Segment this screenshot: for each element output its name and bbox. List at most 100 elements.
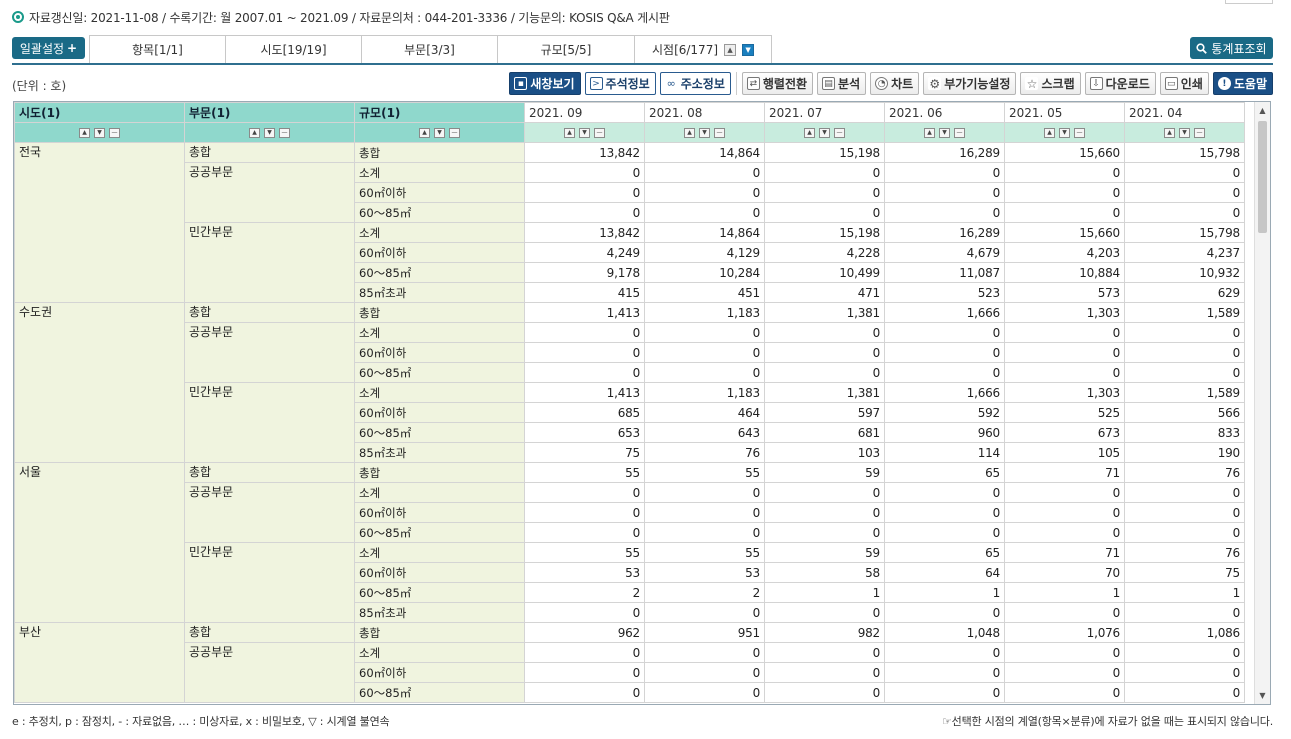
size-cell: 60～85㎡ [354, 582, 525, 603]
sort-controls: ▲ ▼ — [644, 122, 765, 143]
sort-up-icon[interactable]: ▲ [684, 128, 695, 138]
sort-up-icon[interactable]: ▲ [419, 128, 430, 138]
value-cell: 0 [524, 482, 645, 503]
scroll-thumb[interactable] [1258, 121, 1267, 233]
printer-icon: ▭ [1164, 77, 1178, 90]
analysis-label: 분석 [838, 77, 861, 91]
table-row: 60㎡이하 53 53 58 64 70 75 [15, 562, 1245, 583]
info-icon: ! [1217, 77, 1231, 90]
value-cell: 0 [764, 322, 885, 343]
value-cell: 962 [524, 622, 645, 643]
size-cell: 60㎡이하 [354, 242, 525, 263]
sort-down-icon[interactable]: ▼ [939, 128, 950, 138]
download-button[interactable]: ⇩ 다운로드 [1084, 72, 1156, 95]
print-button[interactable]: ▭ 인쇄 [1159, 72, 1209, 95]
sort-up-icon[interactable]: ▲ [804, 128, 815, 138]
header-period[interactable]: 2021. 06 [884, 102, 1005, 123]
value-cell: 0 [644, 342, 765, 363]
value-cell: 2 [644, 582, 765, 603]
value-cell: 0 [644, 602, 765, 623]
collapse-icon[interactable]: — [954, 128, 965, 138]
batch-settings-button[interactable]: 일괄설정 + [12, 37, 85, 59]
value-cell: 2 [524, 582, 645, 603]
search-icon [1196, 42, 1208, 54]
sort-down-icon[interactable]: ▼ [819, 128, 830, 138]
collapse-icon[interactable]: — [594, 128, 605, 138]
scroll-down-icon[interactable]: ▼ [1259, 691, 1266, 700]
value-cell: 0 [1124, 342, 1245, 363]
value-cell: 0 [1004, 602, 1125, 623]
sort-down-icon[interactable]: ▼ [264, 128, 275, 138]
value-cell: 0 [524, 202, 645, 223]
table-row: 85㎡초과 415 451 471 523 573 629 [15, 282, 1245, 303]
stat-table-search-button[interactable]: 통계표조회 [1190, 37, 1273, 59]
extra-settings-button[interactable]: ⚙ 부가기능설정 [923, 72, 1017, 95]
sort-up-icon[interactable]: ▲ [564, 128, 575, 138]
pivot-button[interactable]: ⇄ 행렬전환 [741, 72, 814, 95]
collapse-icon[interactable]: — [714, 128, 725, 138]
caret-up-icon[interactable]: ▲ [724, 43, 737, 56]
sort-down-icon[interactable]: ▼ [1179, 128, 1190, 138]
value-cell: 0 [884, 602, 1005, 623]
collapse-icon[interactable]: — [834, 128, 845, 138]
url-info-button[interactable]: ∞ 주소정보 [659, 72, 731, 95]
tab-period-label: 시점[6/177] [651, 43, 719, 57]
collapse-icon[interactable]: — [279, 128, 290, 138]
sort-up-icon[interactable]: ▲ [1044, 128, 1055, 138]
sort-down-icon[interactable]: ▼ [434, 128, 445, 138]
header-period[interactable]: 2021. 09 [524, 102, 645, 123]
value-cell: 0 [524, 642, 645, 663]
value-cell: 65 [884, 542, 1005, 563]
value-cell: 1,589 [1124, 302, 1245, 323]
header-period[interactable]: 2021. 04 [1124, 102, 1245, 123]
sort-down-icon[interactable]: ▼ [1059, 128, 1070, 138]
header-period[interactable]: 2021. 07 [764, 102, 885, 123]
tab-region[interactable]: 시도[19/19] [226, 36, 362, 63]
new-window-button[interactable]: ▪ 새창보기 [509, 72, 581, 95]
analysis-button[interactable]: ▤ 분석 [817, 72, 867, 95]
value-cell: 0 [524, 502, 645, 523]
sort-up-icon[interactable]: ▲ [249, 128, 260, 138]
vertical-scrollbar[interactable]: ▲ ▼ [1254, 102, 1270, 704]
value-cell: 0 [884, 362, 1005, 383]
collapse-icon[interactable]: — [109, 128, 120, 138]
collapse-icon[interactable]: — [449, 128, 460, 138]
header-period[interactable]: 2021. 05 [1004, 102, 1125, 123]
value-cell: 629 [1124, 282, 1245, 303]
collapse-icon[interactable]: — [1074, 128, 1085, 138]
tab-sector[interactable]: 부문[3/3] [362, 36, 498, 63]
value-cell: 1,666 [884, 382, 1005, 403]
header-region[interactable]: 시도(1) [14, 102, 185, 123]
header-sector[interactable]: 부문(1) [184, 102, 355, 123]
dimension-tabs: 항목[1/1] 시도[19/19] 부문[3/3] 규모[5/5] 시점[6/1… [89, 35, 772, 63]
table-row: 60～85㎡ 0 0 0 0 0 0 [15, 522, 1245, 543]
chart-button[interactable]: ◔ 차트 [870, 72, 920, 95]
value-cell: 0 [524, 362, 645, 383]
value-cell: 11,087 [884, 262, 1005, 283]
value-cell: 16,289 [884, 222, 1005, 243]
value-cell: 1,303 [1004, 382, 1125, 403]
tab-period[interactable]: 시점[6/177] ▲ ▼ [635, 36, 772, 63]
tab-item[interactable]: 항목[1/1] [90, 36, 226, 63]
scrap-button[interactable]: ☆ 스크랩 [1020, 72, 1081, 95]
collapse-icon[interactable]: — [1194, 128, 1205, 138]
sort-down-icon[interactable]: ▼ [94, 128, 105, 138]
sort-up-icon[interactable]: ▲ [79, 128, 90, 138]
header-period[interactable]: 2021. 08 [644, 102, 765, 123]
value-cell: 0 [644, 322, 765, 343]
sort-down-icon[interactable]: ▼ [579, 128, 590, 138]
sort-up-icon[interactable]: ▲ [924, 128, 935, 138]
scroll-up-icon[interactable]: ▲ [1259, 106, 1266, 115]
help-button[interactable]: ! 도움말 [1212, 72, 1273, 95]
print-label: 인쇄 [1180, 77, 1203, 91]
size-cell: 소계 [354, 382, 525, 403]
annotation-button[interactable]: > 주석정보 [584, 72, 656, 95]
caret-down-icon[interactable]: ▼ [742, 43, 755, 56]
tab-size[interactable]: 규모[5/5] [498, 36, 635, 63]
sort-down-icon[interactable]: ▼ [699, 128, 710, 138]
sort-up-icon[interactable]: ▲ [1164, 128, 1175, 138]
header-size[interactable]: 규모(1) [354, 102, 525, 123]
value-cell: 4,129 [644, 242, 765, 263]
value-cell: 597 [764, 402, 885, 423]
value-cell: 0 [1124, 522, 1245, 543]
